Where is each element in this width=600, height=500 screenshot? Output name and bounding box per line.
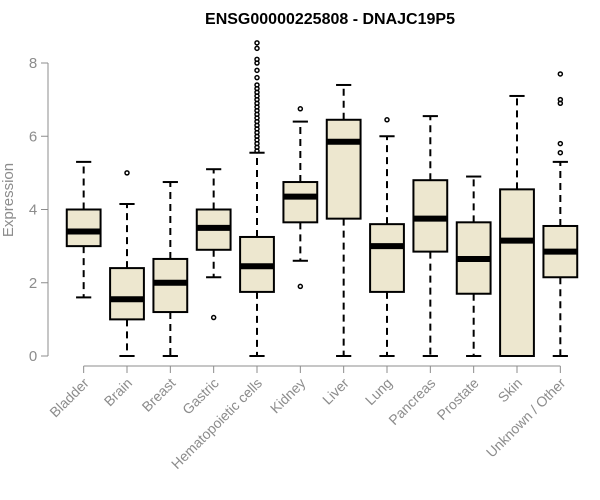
outlier-point	[254, 40, 260, 46]
x-tick-label: Pancreas	[385, 375, 438, 428]
outlier-point	[254, 56, 260, 63]
box-iqr	[282, 181, 319, 224]
box-group	[282, 106, 319, 290]
y-axis: 0 2 4 6 8	[29, 55, 49, 365]
box-group	[239, 40, 275, 357]
x-tick-label: Gastric	[179, 375, 222, 418]
box-group	[369, 117, 405, 357]
outlier-point	[297, 283, 304, 290]
outlier-point	[210, 314, 217, 321]
outlier-point	[254, 82, 260, 88]
outlier-point	[254, 67, 260, 74]
outlier-point	[254, 45, 260, 52]
box-group	[542, 71, 579, 357]
y-tick-label: 0	[29, 348, 37, 365]
x-tick-label: Liver	[319, 375, 352, 408]
box-group	[412, 115, 449, 357]
x-tick-label: Lung	[362, 375, 395, 408]
y-tick-label: 2	[29, 275, 37, 292]
outlier-point	[124, 170, 130, 176]
y-tick-label: 4	[29, 202, 37, 219]
x-tick-label: Skin	[495, 375, 526, 406]
outlier-point	[557, 96, 564, 103]
box-iqr	[109, 267, 145, 321]
box-group	[499, 94, 535, 357]
y-axis-label: Expression	[0, 163, 17, 237]
outlier-point	[557, 140, 564, 147]
box-group	[195, 168, 232, 321]
x-tick-label: Bladder	[46, 375, 92, 421]
outlier-point	[557, 149, 564, 156]
box-group	[152, 181, 189, 357]
box-group	[65, 160, 102, 299]
outlier-point	[557, 71, 564, 77]
outlier-point	[254, 74, 260, 81]
chart-title: ENSG00000225808 - DNAJC19P5	[205, 11, 455, 28]
x-tick-label: Prostate	[434, 375, 482, 423]
x-tick-label: Brain	[101, 375, 135, 409]
box-iqr	[499, 188, 535, 357]
box-group	[109, 170, 145, 357]
x-tick-label: Breast	[139, 375, 179, 415]
box-iqr	[325, 118, 362, 220]
box-iqr	[65, 208, 102, 248]
box-group	[455, 175, 492, 357]
x-tick-label: Kidney	[267, 375, 309, 417]
box-group	[325, 83, 362, 357]
y-tick-label: 8	[29, 55, 37, 72]
y-tick-label: 6	[29, 128, 37, 145]
box-iqr	[369, 223, 405, 293]
x-tick-label: Unknown / Other	[483, 375, 569, 461]
outlier-point	[297, 106, 304, 112]
outlier-point	[384, 117, 390, 123]
box-series	[65, 40, 579, 357]
